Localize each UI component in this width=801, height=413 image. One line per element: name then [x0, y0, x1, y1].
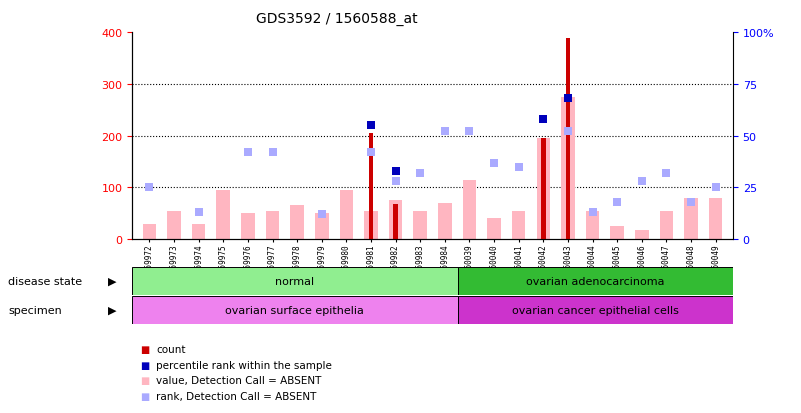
- Point: [537, 116, 549, 123]
- Bar: [512, 211, 525, 240]
- Point: [513, 164, 525, 171]
- Point: [611, 199, 624, 206]
- Point: [562, 96, 574, 102]
- Bar: [487, 219, 501, 240]
- Text: ■: ■: [140, 360, 150, 370]
- Text: ■: ■: [140, 391, 150, 401]
- Text: disease state: disease state: [8, 276, 83, 286]
- Bar: [192, 224, 205, 240]
- Text: specimen: specimen: [8, 305, 62, 315]
- Point: [463, 129, 476, 135]
- Bar: [463, 180, 477, 240]
- Bar: [438, 204, 452, 240]
- Bar: [709, 198, 723, 240]
- Bar: [566, 39, 570, 240]
- Bar: [660, 211, 673, 240]
- Bar: [132, 267, 457, 295]
- Bar: [340, 190, 353, 240]
- Point: [266, 150, 279, 156]
- Point: [241, 150, 254, 156]
- Bar: [413, 211, 427, 240]
- Text: ▶: ▶: [108, 305, 116, 315]
- Point: [488, 160, 501, 166]
- Bar: [266, 211, 280, 240]
- Point: [389, 178, 402, 185]
- Bar: [143, 224, 156, 240]
- Text: value, Detection Call = ABSENT: value, Detection Call = ABSENT: [156, 375, 321, 385]
- Bar: [364, 211, 378, 240]
- Bar: [562, 97, 575, 240]
- Bar: [393, 204, 398, 240]
- Point: [192, 209, 205, 216]
- Point: [316, 211, 328, 218]
- Bar: [635, 230, 649, 240]
- Bar: [167, 211, 181, 240]
- Text: ovarian cancer epithelial cells: ovarian cancer epithelial cells: [512, 305, 678, 315]
- Bar: [537, 139, 550, 240]
- Point: [685, 199, 698, 206]
- Point: [364, 150, 377, 156]
- Bar: [290, 206, 304, 240]
- Text: percentile rank within the sample: percentile rank within the sample: [156, 360, 332, 370]
- Bar: [457, 296, 733, 324]
- Point: [586, 209, 599, 216]
- Point: [438, 129, 451, 135]
- Text: ▶: ▶: [108, 276, 116, 286]
- Bar: [368, 134, 373, 240]
- Point: [562, 129, 574, 135]
- Point: [635, 178, 648, 185]
- Text: normal: normal: [276, 276, 315, 286]
- Point: [537, 116, 549, 123]
- Point: [364, 123, 377, 129]
- Text: ■: ■: [140, 344, 150, 354]
- Text: ovarian adenocarcinoma: ovarian adenocarcinoma: [526, 276, 665, 286]
- Bar: [315, 214, 328, 240]
- Text: ovarian surface epithelia: ovarian surface epithelia: [225, 305, 364, 315]
- Bar: [216, 190, 230, 240]
- Bar: [610, 227, 624, 240]
- Point: [389, 168, 402, 175]
- Point: [143, 185, 156, 191]
- Bar: [457, 267, 733, 295]
- Bar: [541, 139, 545, 240]
- Bar: [684, 198, 698, 240]
- Text: ■: ■: [140, 375, 150, 385]
- Point: [709, 185, 722, 191]
- Bar: [388, 201, 402, 240]
- Bar: [586, 211, 599, 240]
- Text: GDS3592 / 1560588_at: GDS3592 / 1560588_at: [256, 12, 417, 26]
- Bar: [241, 214, 255, 240]
- Bar: [132, 296, 457, 324]
- Point: [414, 170, 427, 177]
- Text: count: count: [156, 344, 186, 354]
- Point: [660, 170, 673, 177]
- Text: rank, Detection Call = ABSENT: rank, Detection Call = ABSENT: [156, 391, 316, 401]
